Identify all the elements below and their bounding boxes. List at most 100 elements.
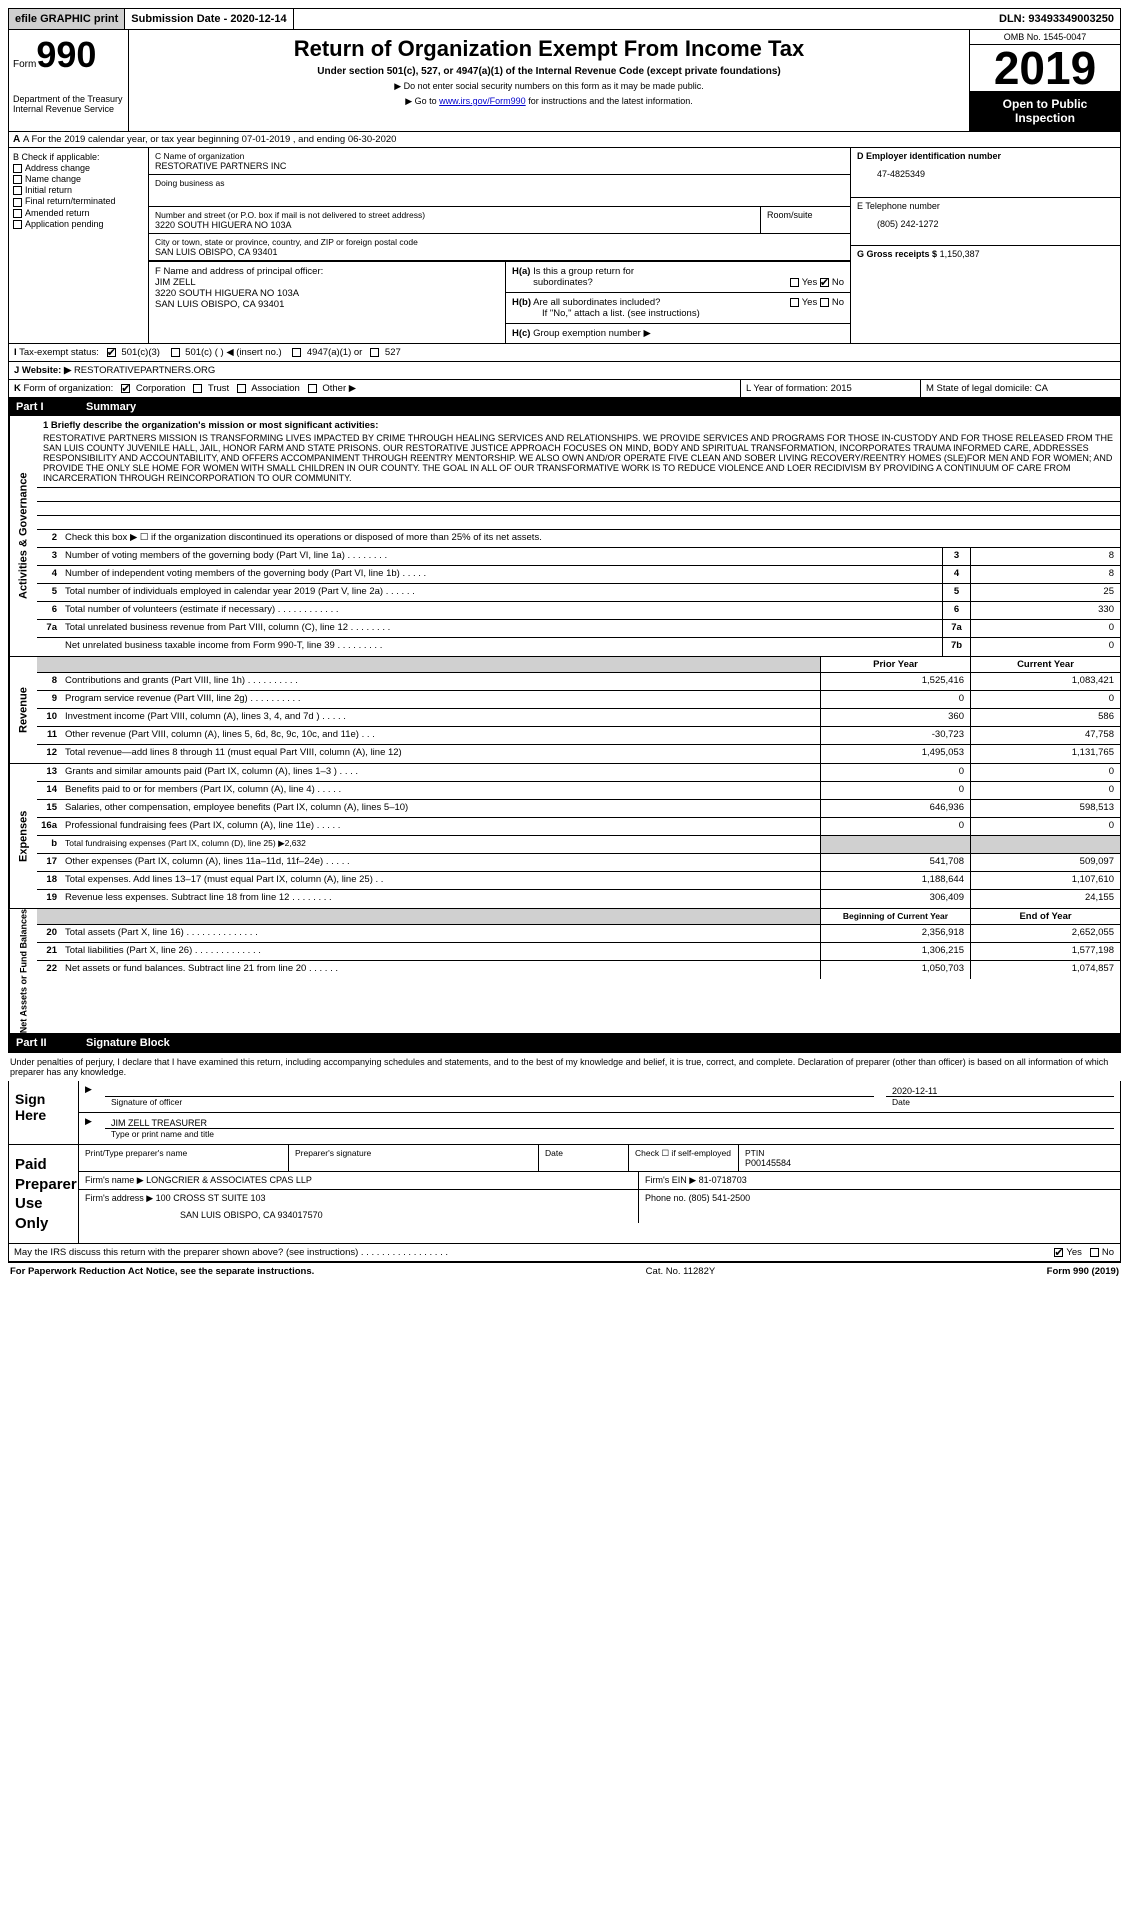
h-note: If "No," attach a list. (see instruction… (542, 308, 844, 319)
data-line: 17Other expenses (Part IX, column (A), l… (37, 854, 1120, 872)
row-a-text: A For the 2019 calendar year, or tax yea… (23, 134, 396, 145)
i-4947[interactable] (292, 348, 301, 357)
vtab-netassets: Net Assets or Fund Balances (9, 909, 37, 1033)
part1-num: Part I (16, 401, 86, 413)
footer-mid: Cat. No. 11282Y (314, 1266, 1046, 1277)
dept-treasury: Department of the Treasury (13, 94, 124, 104)
data-line: 19Revenue less expenses. Subtract line 1… (37, 890, 1120, 908)
footer-left: For Paperwork Reduction Act Notice, see … (10, 1266, 314, 1277)
discuss-no[interactable] (1090, 1248, 1099, 1257)
data-line: 18Total expenses. Add lines 13–17 (must … (37, 872, 1120, 890)
net-header: Beginning of Current Year End of Year (37, 909, 1120, 925)
blank-2 (37, 502, 1120, 516)
prep-date-col: Date (539, 1145, 629, 1171)
row-i: I Tax-exempt status: 501(c)(3) 501(c) ( … (9, 344, 1120, 361)
chk-name[interactable]: Name change (13, 174, 144, 184)
tel-value: (805) 242-1272 (877, 219, 1114, 229)
data-line: 14Benefits paid to or for members (Part … (37, 782, 1120, 800)
irs-link[interactable]: www.irs.gov/Form990 (439, 96, 526, 106)
i-527[interactable] (370, 348, 379, 357)
b-label: B Check if applicable: (13, 152, 144, 162)
goto-post: for instructions and the latest informat… (526, 96, 693, 106)
firm-ein: Firm's EIN ▶ 81-0718703 (639, 1172, 1120, 1189)
hdr-prior: Prior Year (820, 657, 970, 672)
chk-pending[interactable]: Application pending (13, 219, 144, 229)
form-subtitle: Under section 501(c), 527, or 4947(a)(1)… (135, 66, 963, 77)
open-line2: Inspection (974, 111, 1116, 125)
row-l: L Year of formation: 2015 (740, 380, 920, 397)
chk-initial[interactable]: Initial return (13, 185, 144, 195)
room-suite: Room/suite (760, 207, 850, 233)
col-c: C Name of organization RESTORATIVE PARTN… (149, 148, 850, 343)
form-word: Form (13, 59, 36, 70)
dba-label: Doing business as (155, 178, 844, 188)
data-line: 12Total revenue—add lines 8 through 11 (… (37, 745, 1120, 763)
i-501c[interactable] (171, 348, 180, 357)
k-assoc[interactable] (237, 384, 246, 393)
k-trust[interactable] (193, 384, 202, 393)
row-j: J Website: ▶ RESTORATIVEPARTNERS.ORG (9, 362, 1120, 379)
sig-arrow-2: ▶ (79, 1113, 99, 1144)
sig-date-label: Date (886, 1096, 1114, 1109)
footer-right: Form 990 (2019) (1047, 1266, 1119, 1277)
vtab-expenses: Expenses (9, 764, 37, 908)
k-corp[interactable] (121, 384, 130, 393)
sign-here-block: SignHere ▶ Signature of officer 2020-12-… (8, 1081, 1121, 1145)
addr-label: Number and street (or P.O. box if mail i… (155, 210, 754, 220)
mission-label: 1 Briefly describe the organization's mi… (43, 420, 1114, 431)
form-header: Form990 Department of the Treasury Inter… (8, 30, 1121, 132)
discuss-yes[interactable] (1054, 1248, 1063, 1257)
data-line: 9Program service revenue (Part VIII, lin… (37, 691, 1120, 709)
gov-line: 2Check this box ▶ ☐ if the organization … (37, 530, 1120, 548)
open-line1: Open to Public (974, 97, 1116, 111)
prep-selfemp: Check ☐ if self-employed (629, 1145, 739, 1171)
website-value: RESTORATIVEPARTNERS.ORG (74, 365, 215, 376)
submission-date: Submission Date - 2020-12-14 (125, 9, 293, 29)
k-other[interactable] (308, 384, 317, 393)
hb-yes[interactable] (790, 298, 799, 307)
efile-label: efile GRAPHIC print (9, 9, 125, 29)
officer-name: JIM ZELL (155, 277, 499, 288)
org-city: SAN LUIS OBISPO, CA 93401 (155, 247, 844, 257)
c-name-label: C Name of organization (155, 151, 844, 161)
ein-label: D Employer identification number (857, 151, 1114, 161)
chk-address[interactable]: Address change (13, 163, 144, 173)
data-line: 13Grants and similar amounts paid (Part … (37, 764, 1120, 782)
ha-no[interactable] (820, 278, 829, 287)
section-netassets: Net Assets or Fund Balances Beginning of… (8, 909, 1121, 1034)
hb-no[interactable] (820, 298, 829, 307)
box-h: H(a) Is this a group return for subordin… (506, 262, 850, 343)
form-990-number: 990 (36, 34, 96, 75)
box-bcd: B Check if applicable: Address change Na… (8, 148, 1121, 344)
prep-ptin: PTINP00145584 (739, 1145, 1120, 1171)
gov-line: 7aTotal unrelated business revenue from … (37, 620, 1120, 638)
gross-label: G Gross receipts $ (857, 249, 937, 259)
form-title: Return of Organization Exempt From Incom… (135, 36, 963, 62)
h-a: H(a) Is this a group return for subordin… (506, 262, 850, 293)
hdr-beginning: Beginning of Current Year (820, 909, 970, 924)
ha-yes[interactable] (790, 278, 799, 287)
irs-label: Internal Revenue Service (13, 104, 124, 114)
prep-name-col: Print/Type preparer's name (79, 1145, 289, 1171)
row-a: A A For the 2019 calendar year, or tax y… (8, 132, 1121, 148)
data-line: 11Other revenue (Part VIII, column (A), … (37, 727, 1120, 745)
sig-arrow-1: ▶ (79, 1081, 99, 1112)
f-label: F Name and address of principal officer: (155, 266, 499, 277)
discuss-text: May the IRS discuss this return with the… (9, 1244, 980, 1261)
penalties-text: Under penalties of perjury, I declare th… (8, 1052, 1121, 1081)
part2-title: Signature Block (86, 1037, 170, 1049)
ein-value: 47-4825349 (877, 169, 1114, 179)
org-address: 3220 SOUTH HIGUERA NO 103A (155, 220, 754, 230)
part-1-bar: Part I Summary (8, 398, 1121, 416)
form-number: Form990 (13, 34, 124, 76)
form-note-1: ▶ Do not enter social security numbers o… (135, 81, 963, 92)
row-m: M State of legal domicile: CA (920, 380, 1120, 397)
col-b: B Check if applicable: Address change Na… (9, 148, 149, 343)
data-line: 22Net assets or fund balances. Subtract … (37, 961, 1120, 979)
chk-amended[interactable]: Amended return (13, 208, 144, 218)
hdr-end: End of Year (970, 909, 1120, 924)
gov-line: 5Total number of individuals employed in… (37, 584, 1120, 602)
chk-final[interactable]: Final return/terminated (13, 196, 144, 206)
org-name: RESTORATIVE PARTNERS INC (155, 161, 844, 171)
i-501c3[interactable] (107, 348, 116, 357)
